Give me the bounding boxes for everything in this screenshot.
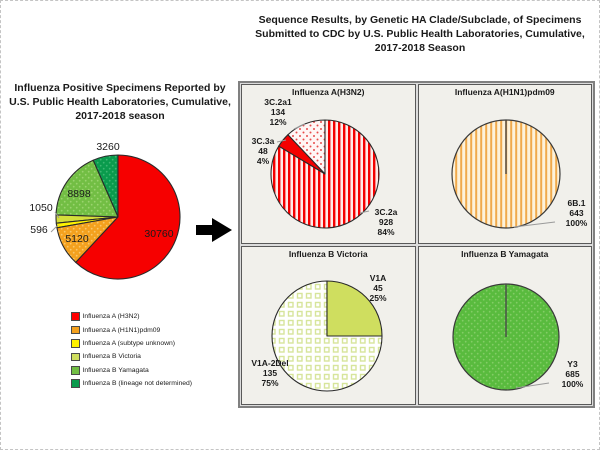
legend-label: Influenza B Yamagata	[82, 366, 149, 374]
victoria-label-v1a-2del: V1A-2Del 135 75%	[251, 357, 289, 388]
h1n1-label-6b1: 6B.1 643 100%	[565, 198, 588, 228]
quadrant-b-victoria: Influenza B Victoria V1A 45 25% V1A-2Del…	[241, 245, 416, 405]
summary-value-a-h3n2: 30760	[144, 228, 174, 240]
victoria-pie	[271, 279, 383, 392]
quadrant-h1n1: Influenza A(H1N1)pdm09 6B.1 643 100%	[417, 84, 592, 244]
yamagata-pie	[451, 282, 560, 391]
quadrant-b-yamagata: Influenza B Yamagata Y3 685 100%	[417, 245, 592, 405]
legend-item-b-lineage-not-determined: Influenza B (lineage not determined)	[71, 377, 192, 390]
h3n2-label-3c3a: 3C.3a 48 4%	[251, 136, 275, 166]
legend-item-b-yamagata: Influenza B Yamagata	[71, 364, 192, 377]
legend-item-a-h3n2: Influenza A (H3N2)	[71, 310, 192, 323]
legend-label: Influenza A (subtype unknown)	[82, 339, 176, 347]
summary-pie	[50, 154, 181, 280]
summary-value-lineage-not-determined: 3260	[96, 141, 120, 153]
right-arrow-icon	[196, 218, 232, 242]
h1n1-pie	[450, 119, 561, 229]
h3n2-title: Influenza A(H3N2)	[292, 87, 365, 97]
legend-swatch-green	[71, 366, 80, 375]
victoria-title: Influenza B Victoria	[288, 248, 368, 259]
summary-value-b-victoria: 1050	[29, 202, 53, 214]
legend-swatch-darkgreen	[71, 379, 80, 388]
h3n2-pie	[270, 119, 380, 229]
quadrant-h3n2: Influenza A(H3N2) 3C.2a1 134 12% 3C.3a 4…	[241, 84, 416, 244]
legend-item-a-subtype-unknown: Influenza A (subtype unknown)	[71, 337, 192, 350]
sequence-panel-title: Sequence Results, by Genetic HA Clade/Su…	[255, 14, 585, 54]
victoria-label-v1a: V1A 45 25%	[369, 272, 387, 303]
summary-value-a-h1n1: 5120	[65, 233, 89, 245]
yamagata-label-y3: Y3 685 100%	[561, 358, 584, 389]
sequence-results-panel: Influenza A(H3N2) 3C.2a1 134 12% 3C.3a 4…	[238, 81, 595, 408]
summary-value-b-yamagata: 8898	[67, 188, 91, 200]
yamagata-title: Influenza B Yamagata	[461, 248, 549, 259]
h3n2-label-3c2a1: 3C.2a1 134 12%	[264, 97, 292, 127]
h3n2-label-3c2a: 3C.2a 928 84%	[374, 207, 398, 237]
legend-label: Influenza A (H1N1)pdm09	[82, 326, 161, 334]
legend-item-b-victoria: Influenza B Victoria	[71, 350, 192, 363]
legend-swatch-red	[71, 312, 80, 321]
legend-swatch-orange	[71, 325, 80, 335]
legend-swatch-yellowgreen	[71, 352, 80, 362]
legend-item-a-h1n1: Influenza A (H1N1)pdm09	[71, 323, 192, 336]
summary-chart-title: Influenza Positive Specimens Reported by…	[9, 82, 231, 122]
summary-legend: Influenza A (H3N2) Influenza A (H1N1)pdm…	[71, 310, 192, 390]
h1n1-title: Influenza A(H1N1)pdm09	[454, 87, 555, 97]
legend-swatch-yellow	[71, 339, 80, 348]
legend-label: Influenza B Victoria	[82, 353, 141, 361]
legend-label: Influenza A (H3N2)	[82, 313, 140, 321]
legend-label: Influenza B (lineage not determined)	[82, 380, 193, 388]
summary-value-a-subtype-unknown: 596	[30, 224, 48, 236]
